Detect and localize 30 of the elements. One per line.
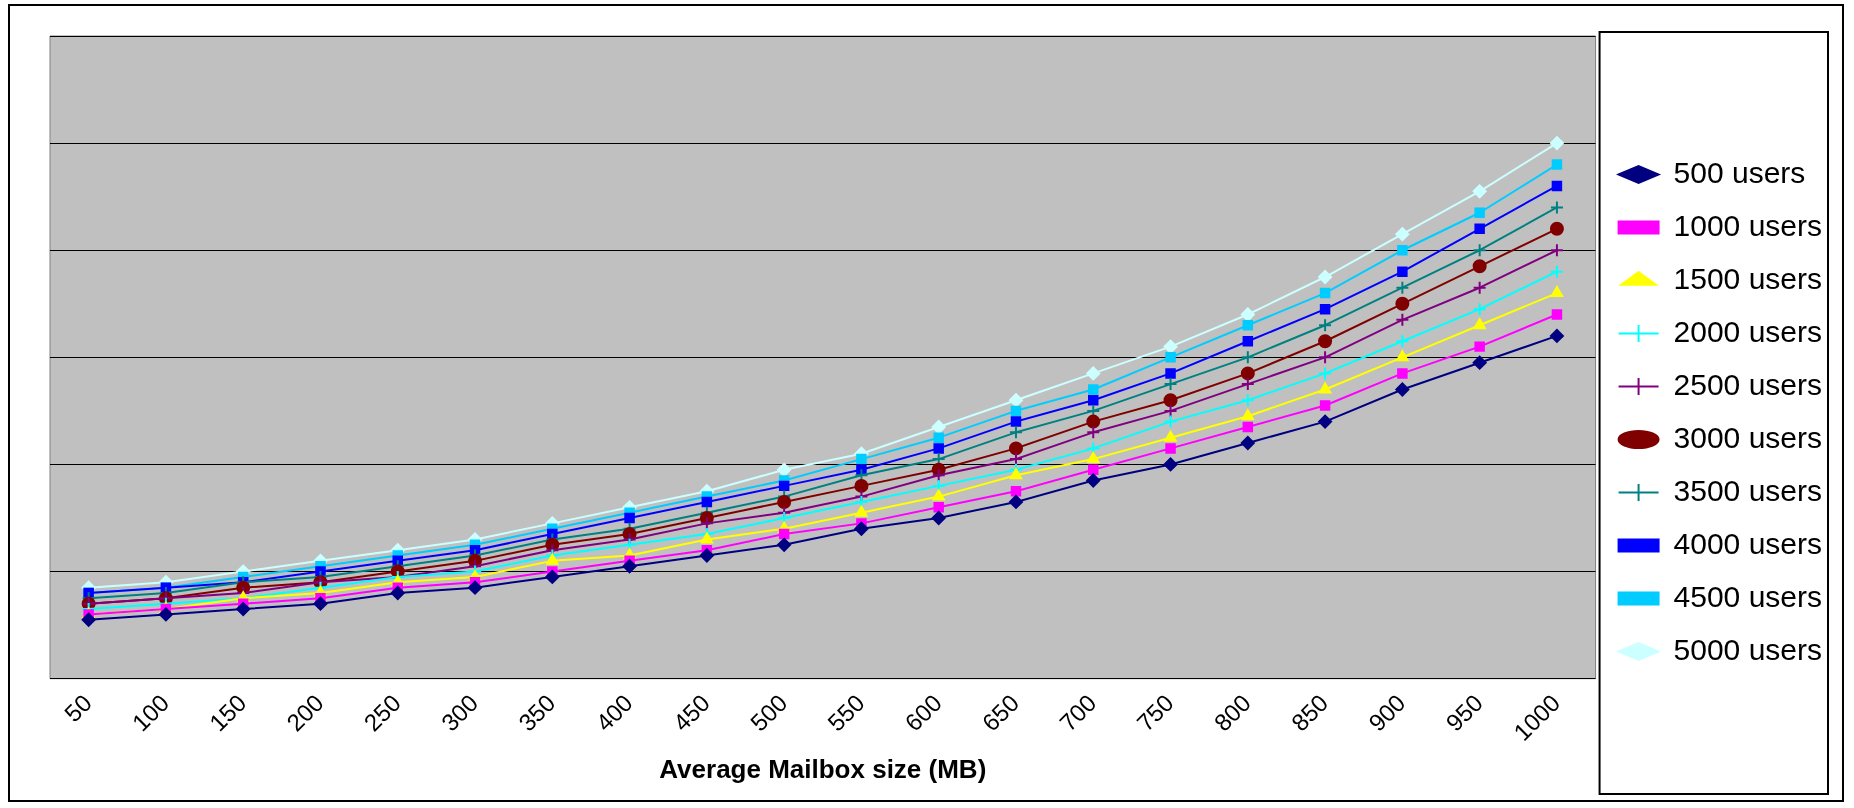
legend-label: 3500 users bbox=[1673, 473, 1822, 507]
x-tick-label: 750 bbox=[1131, 688, 1179, 737]
x-tick-label: 350 bbox=[513, 688, 561, 737]
x-axis-title: Average Mailbox size (MB) bbox=[659, 753, 987, 784]
x-tick-label: 300 bbox=[435, 688, 484, 737]
x-tick-label: 450 bbox=[667, 688, 716, 737]
legend-label: 1000 users bbox=[1673, 208, 1822, 242]
legend-label: 2000 users bbox=[1673, 314, 1822, 348]
x-tick-label: 650 bbox=[976, 688, 1025, 737]
x-tick-label: 400 bbox=[590, 688, 638, 737]
x-tick-label: 950 bbox=[1440, 688, 1488, 737]
x-tick-label: 500 bbox=[744, 688, 793, 737]
legend-label: 500 users bbox=[1673, 155, 1806, 189]
x-tick-label: 550 bbox=[822, 688, 870, 737]
legend-label: 3000 users bbox=[1673, 420, 1822, 454]
x-tick-label: 700 bbox=[1054, 688, 1102, 737]
legend-label: 4000 users bbox=[1673, 526, 1822, 560]
x-tick-label: 50 bbox=[58, 688, 97, 727]
x-tick-label: 200 bbox=[281, 688, 329, 737]
legend-label: 5000 users bbox=[1673, 632, 1822, 666]
legend-label: 2500 users bbox=[1673, 367, 1822, 401]
x-tick-label: 600 bbox=[899, 688, 947, 737]
x-tick-label: 800 bbox=[1208, 688, 1257, 737]
legend-label: 1500 users bbox=[1673, 261, 1822, 295]
x-tick-label: 250 bbox=[358, 688, 406, 737]
x-tick-label: 100 bbox=[126, 688, 175, 737]
x-tick-label: 150 bbox=[204, 688, 252, 737]
x-tick-label: 850 bbox=[1285, 688, 1334, 737]
legend-label: 4500 users bbox=[1673, 579, 1822, 613]
x-tick-label: 900 bbox=[1363, 688, 1411, 737]
